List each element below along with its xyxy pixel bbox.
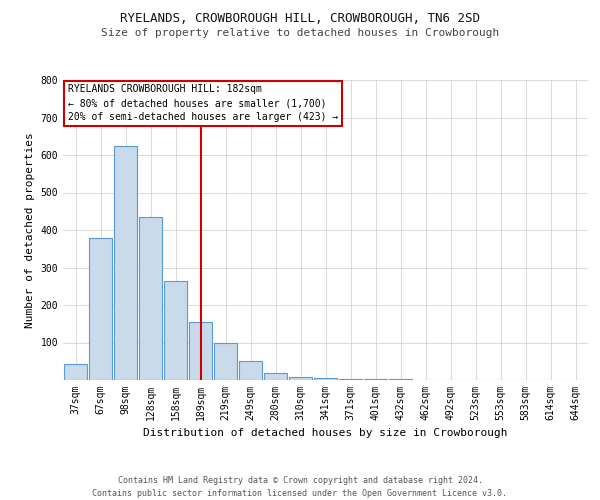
Bar [264,373,287,380]
Bar [139,217,162,380]
Text: RYELANDS, CROWBOROUGH HILL, CROWBOROUGH, TN6 2SD: RYELANDS, CROWBOROUGH HILL, CROWBOROUGH,… [120,12,480,26]
Text: Size of property relative to detached houses in Crowborough: Size of property relative to detached ho… [101,28,499,38]
Bar [89,238,112,380]
Text: RYELANDS CROWBOROUGH HILL: 182sqm
← 80% of detached houses are smaller (1,700)
2: RYELANDS CROWBOROUGH HILL: 182sqm ← 80% … [68,84,338,122]
Bar [114,146,137,380]
Bar [314,378,337,380]
X-axis label: Distribution of detached houses by size in Crowborough: Distribution of detached houses by size … [143,428,508,438]
Text: Contains HM Land Registry data © Crown copyright and database right 2024.
Contai: Contains HM Land Registry data © Crown c… [92,476,508,498]
Bar [64,364,87,380]
Bar [289,377,312,380]
Bar [339,379,362,380]
Bar [214,342,237,380]
Bar [364,379,387,380]
Y-axis label: Number of detached properties: Number of detached properties [25,132,35,328]
Bar [389,379,412,380]
Bar [164,280,187,380]
Bar [239,361,262,380]
Bar [189,322,212,380]
